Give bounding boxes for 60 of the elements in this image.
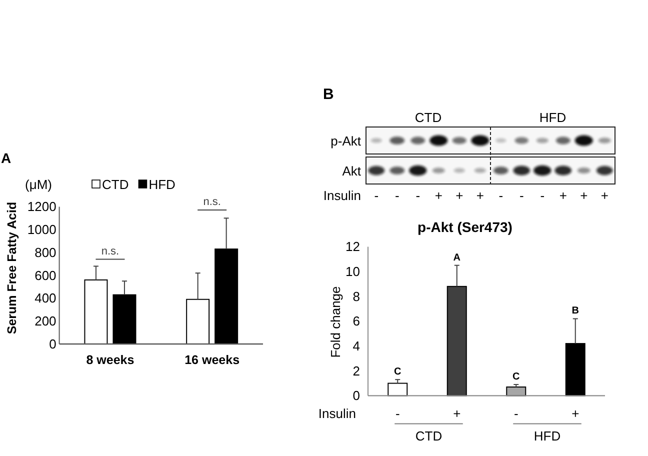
y-tick-label: 0 bbox=[352, 388, 360, 404]
y-tick-label: 8 bbox=[352, 288, 360, 304]
y-axis-title: Fold change bbox=[328, 286, 342, 358]
y-tick-label: 10 bbox=[346, 264, 360, 280]
x-axis-title: Insulin bbox=[318, 406, 356, 420]
data-label: C bbox=[512, 372, 520, 383]
legend-label: HFD bbox=[148, 176, 176, 192]
y-tick-label: 6 bbox=[352, 314, 360, 329]
text: (μM) bbox=[25, 176, 52, 192]
category-label: - bbox=[498, 188, 504, 202]
x-tick-label: + bbox=[572, 406, 580, 420]
data-label: C bbox=[394, 366, 402, 378]
category-label: - bbox=[540, 188, 545, 202]
chart-title: A bbox=[1, 150, 12, 166]
annotation: n.s. bbox=[203, 196, 221, 208]
bar bbox=[84, 279, 108, 344]
x-tick-label: - bbox=[514, 406, 518, 420]
text: B bbox=[323, 86, 334, 103]
text: Insulin bbox=[323, 188, 361, 202]
y-tick-label: 600 bbox=[34, 268, 56, 283]
x-tick-label: 16 weeks bbox=[184, 353, 240, 367]
category-label: - bbox=[519, 188, 524, 202]
text: HFD bbox=[534, 428, 561, 444]
x-tick-label: - bbox=[395, 406, 400, 420]
y-tick-label: 400 bbox=[34, 290, 56, 306]
x-tick-label: 8 weeks bbox=[86, 353, 134, 367]
category-label: p-Akt bbox=[330, 133, 361, 148]
x-tick-label: + bbox=[453, 406, 461, 420]
bar bbox=[186, 298, 210, 344]
data-label: B bbox=[572, 306, 579, 317]
category-label: Akt bbox=[342, 163, 361, 178]
category-label: + bbox=[434, 188, 442, 202]
y-tick-label: 1000 bbox=[27, 222, 56, 238]
legend-label: CTD bbox=[102, 176, 129, 192]
y-tick-label: 2 bbox=[352, 363, 360, 378]
y-tick-label: 800 bbox=[34, 244, 56, 260]
y-axis-title: Serum Free Fatty Acid bbox=[5, 202, 19, 334]
category-label: + bbox=[580, 188, 588, 202]
y-tick-label: 4 bbox=[352, 338, 360, 354]
chart-title: p-Akt (Ser473) bbox=[418, 219, 512, 235]
category-label: - bbox=[394, 188, 400, 202]
category-label: + bbox=[600, 188, 608, 202]
y-tick-label: 12 bbox=[346, 239, 360, 254]
text: CTD bbox=[415, 428, 442, 444]
category-label: - bbox=[416, 188, 420, 202]
bar bbox=[214, 248, 238, 344]
y-tick-label: 1200 bbox=[27, 199, 56, 214]
annotation: n.s. bbox=[101, 245, 120, 258]
category-label: + bbox=[559, 188, 567, 202]
text: HFD bbox=[539, 110, 566, 124]
y-tick-label: 0 bbox=[49, 336, 56, 352]
data-label: A bbox=[453, 252, 460, 264]
category-label: + bbox=[476, 188, 484, 202]
category-label: + bbox=[456, 188, 464, 202]
bar bbox=[388, 382, 408, 396]
text: CTD bbox=[414, 110, 442, 124]
bar bbox=[112, 294, 136, 344]
bar bbox=[565, 343, 586, 396]
category-label: - bbox=[374, 188, 379, 202]
y-tick-label: 200 bbox=[34, 314, 56, 329]
